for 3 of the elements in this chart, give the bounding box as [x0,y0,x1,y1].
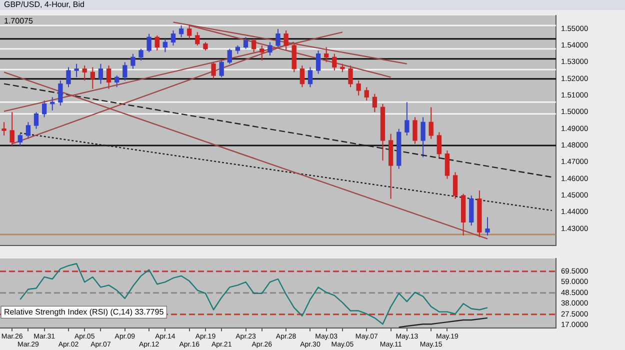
annotation: Relative Strength Index (RSI) (C,14) 33.7795 [4,307,164,316]
chart-title: GBP/USD, 4-Hour, Bid [0,0,625,10]
annotation: 1.70075 [4,16,34,26]
